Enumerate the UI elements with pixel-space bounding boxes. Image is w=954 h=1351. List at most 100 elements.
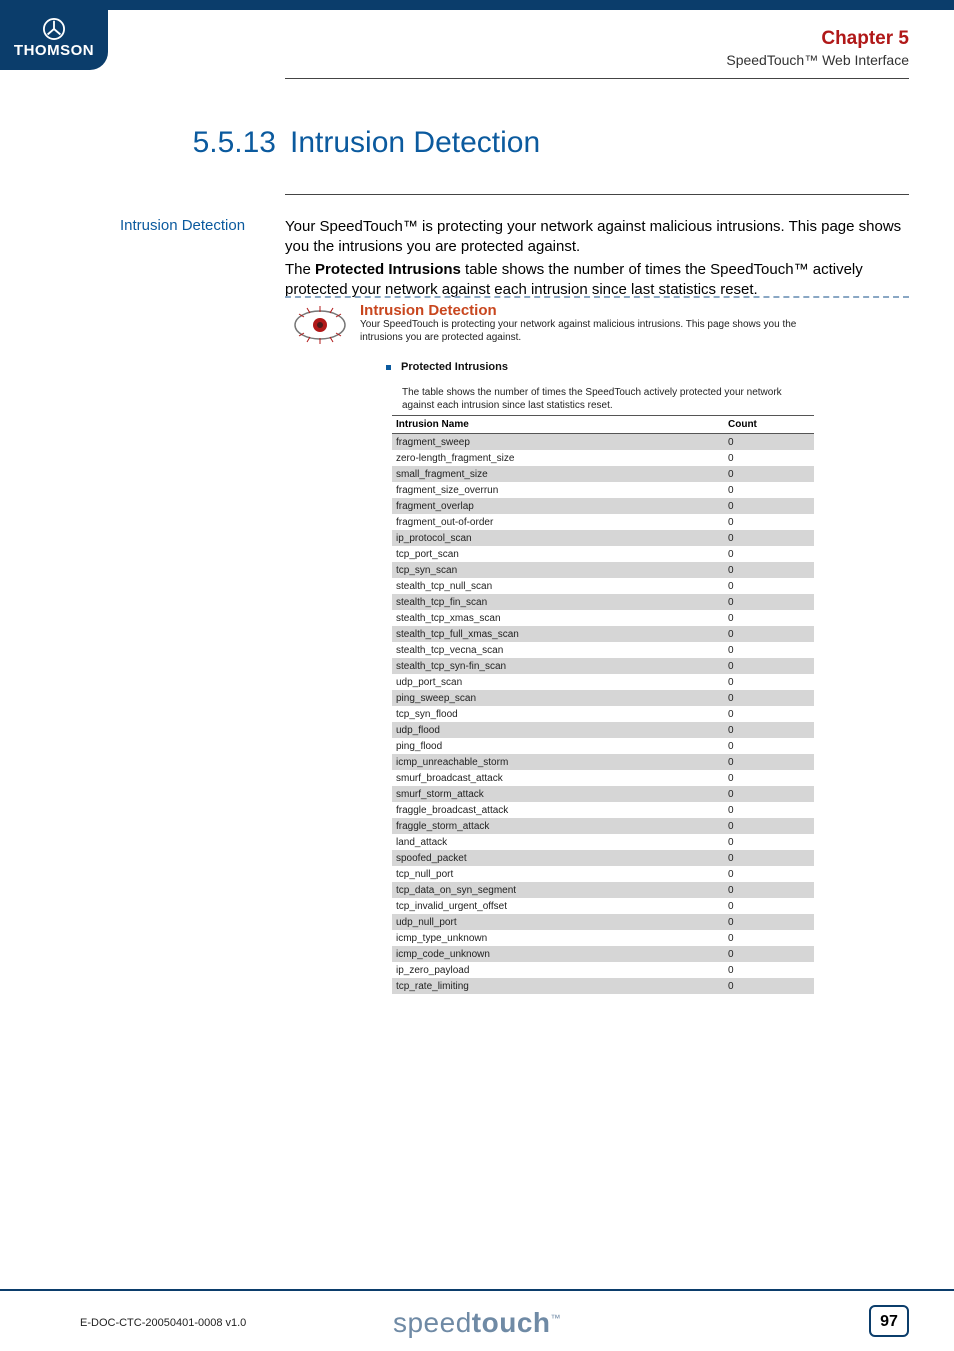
cell-count: 0 bbox=[724, 578, 814, 594]
footer-brand-bold: touch bbox=[472, 1307, 551, 1338]
cell-intrusion-name: udp_flood bbox=[392, 722, 724, 738]
cell-intrusion-name: icmp_type_unknown bbox=[392, 930, 724, 946]
cell-intrusion-name: stealth_tcp_syn-fin_scan bbox=[392, 658, 724, 674]
heading-rule bbox=[285, 194, 909, 195]
table-row: fragment_size_overrun0 bbox=[392, 482, 814, 498]
table-row: udp_null_port0 bbox=[392, 914, 814, 930]
para2-pre: The bbox=[285, 261, 315, 278]
cell-count: 0 bbox=[724, 882, 814, 898]
cell-count: 0 bbox=[724, 658, 814, 674]
cell-count: 0 bbox=[724, 754, 814, 770]
protected-intrusions-bullet: Protected Intrusions bbox=[386, 361, 508, 373]
cell-count: 0 bbox=[724, 562, 814, 578]
table-row: icmp_type_unknown0 bbox=[392, 930, 814, 946]
cell-count: 0 bbox=[724, 850, 814, 866]
cell-intrusion-name: stealth_tcp_full_xmas_scan bbox=[392, 626, 724, 642]
cell-count: 0 bbox=[724, 834, 814, 850]
intrusion-table: Intrusion Name Count fragment_sweep0zero… bbox=[392, 415, 814, 994]
cell-intrusion-name: tcp_rate_limiting bbox=[392, 978, 724, 994]
cell-count: 0 bbox=[724, 962, 814, 978]
cell-count: 0 bbox=[724, 930, 814, 946]
cell-intrusion-name: icmp_code_unknown bbox=[392, 946, 724, 962]
table-row: spoofed_packet0 bbox=[392, 850, 814, 866]
section-title: Intrusion Detection bbox=[290, 126, 540, 159]
intrusion-eye-icon bbox=[293, 302, 347, 348]
table-row: icmp_unreachable_storm0 bbox=[392, 754, 814, 770]
table-row: zero-length_fragment_size0 bbox=[392, 450, 814, 466]
cell-count: 0 bbox=[724, 546, 814, 562]
cell-count: 0 bbox=[724, 898, 814, 914]
table-row: tcp_port_scan0 bbox=[392, 546, 814, 562]
cell-intrusion-name: tcp_null_port bbox=[392, 866, 724, 882]
table-row: stealth_tcp_full_xmas_scan0 bbox=[392, 626, 814, 642]
cell-intrusion-name: tcp_data_on_syn_segment bbox=[392, 882, 724, 898]
table-row: ip_zero_payload0 bbox=[392, 962, 814, 978]
table-caption: The table shows the number of times the … bbox=[402, 387, 814, 412]
cell-intrusion-name: tcp_invalid_urgent_offset bbox=[392, 898, 724, 914]
dashed-separator bbox=[285, 296, 909, 298]
cell-count: 0 bbox=[724, 642, 814, 658]
cell-intrusion-name: ping_flood bbox=[392, 738, 724, 754]
page-footer: E-DOC-CTC-20050401-0008 v1.0 speedtouch™… bbox=[0, 1289, 954, 1351]
inner-panel-title: Intrusion Detection bbox=[360, 302, 497, 319]
section-heading: 5.5.13 Intrusion Detection bbox=[178, 126, 540, 160]
cell-intrusion-name: udp_port_scan bbox=[392, 674, 724, 690]
chapter-subtitle: SpeedTouch™ Web Interface bbox=[726, 52, 909, 68]
col-count: Count bbox=[724, 416, 814, 434]
cell-intrusion-name: stealth_tcp_fin_scan bbox=[392, 594, 724, 610]
table-row: stealth_tcp_xmas_scan0 bbox=[392, 610, 814, 626]
paragraph-1: Your SpeedTouch™ is protecting your netw… bbox=[285, 217, 909, 258]
table-row: ip_protocol_scan0 bbox=[392, 530, 814, 546]
bullet-icon bbox=[386, 365, 391, 370]
table-row: fraggle_broadcast_attack0 bbox=[392, 802, 814, 818]
footer-brand: speedtouch™ bbox=[0, 1307, 954, 1339]
table-row: stealth_tcp_vecna_scan0 bbox=[392, 642, 814, 658]
cell-intrusion-name: smurf_storm_attack bbox=[392, 786, 724, 802]
cell-count: 0 bbox=[724, 786, 814, 802]
section-number: 5.5.13 bbox=[178, 126, 276, 160]
cell-count: 0 bbox=[724, 482, 814, 498]
cell-count: 0 bbox=[724, 866, 814, 882]
table-row: stealth_tcp_null_scan0 bbox=[392, 578, 814, 594]
cell-intrusion-name: ping_sweep_scan bbox=[392, 690, 724, 706]
table-header-row: Intrusion Name Count bbox=[392, 416, 814, 434]
inner-panel-desc: Your SpeedTouch is protecting your netwo… bbox=[360, 319, 814, 344]
chapter-rule bbox=[285, 78, 909, 79]
table-row: fragment_out-of-order0 bbox=[392, 514, 814, 530]
cell-count: 0 bbox=[724, 610, 814, 626]
table-row: ping_flood0 bbox=[392, 738, 814, 754]
table-row: tcp_invalid_urgent_offset0 bbox=[392, 898, 814, 914]
table-row: udp_flood0 bbox=[392, 722, 814, 738]
footer-tm: ™ bbox=[551, 1314, 562, 1325]
table-row: small_fragment_size0 bbox=[392, 466, 814, 482]
cell-intrusion-name: tcp_syn_scan bbox=[392, 562, 724, 578]
cell-intrusion-name: stealth_tcp_vecna_scan bbox=[392, 642, 724, 658]
cell-intrusion-name: fraggle_storm_attack bbox=[392, 818, 724, 834]
cell-count: 0 bbox=[724, 722, 814, 738]
cell-intrusion-name: small_fragment_size bbox=[392, 466, 724, 482]
cell-intrusion-name: ip_protocol_scan bbox=[392, 530, 724, 546]
cell-count: 0 bbox=[724, 674, 814, 690]
cell-count: 0 bbox=[724, 626, 814, 642]
table-row: tcp_data_on_syn_segment0 bbox=[392, 882, 814, 898]
para2-bold: Protected Intrusions bbox=[315, 261, 461, 278]
cell-intrusion-name: fragment_out-of-order bbox=[392, 514, 724, 530]
cell-count: 0 bbox=[724, 978, 814, 994]
table-row: udp_port_scan0 bbox=[392, 674, 814, 690]
cell-count: 0 bbox=[724, 946, 814, 962]
cell-intrusion-name: zero-length_fragment_size bbox=[392, 450, 724, 466]
table-row: tcp_syn_scan0 bbox=[392, 562, 814, 578]
cell-count: 0 bbox=[724, 466, 814, 482]
table-row: smurf_broadcast_attack0 bbox=[392, 770, 814, 786]
cell-intrusion-name: land_attack bbox=[392, 834, 724, 850]
cell-count: 0 bbox=[724, 690, 814, 706]
cell-count: 0 bbox=[724, 770, 814, 786]
cell-count: 0 bbox=[724, 706, 814, 722]
cell-intrusion-name: stealth_tcp_xmas_scan bbox=[392, 610, 724, 626]
cell-intrusion-name: fragment_sweep bbox=[392, 434, 724, 451]
table-row: fragment_overlap0 bbox=[392, 498, 814, 514]
cell-intrusion-name: tcp_syn_flood bbox=[392, 706, 724, 722]
thomson-brand-text: THOMSON bbox=[0, 42, 108, 59]
table-row: tcp_syn_flood0 bbox=[392, 706, 814, 722]
cell-intrusion-name: spoofed_packet bbox=[392, 850, 724, 866]
